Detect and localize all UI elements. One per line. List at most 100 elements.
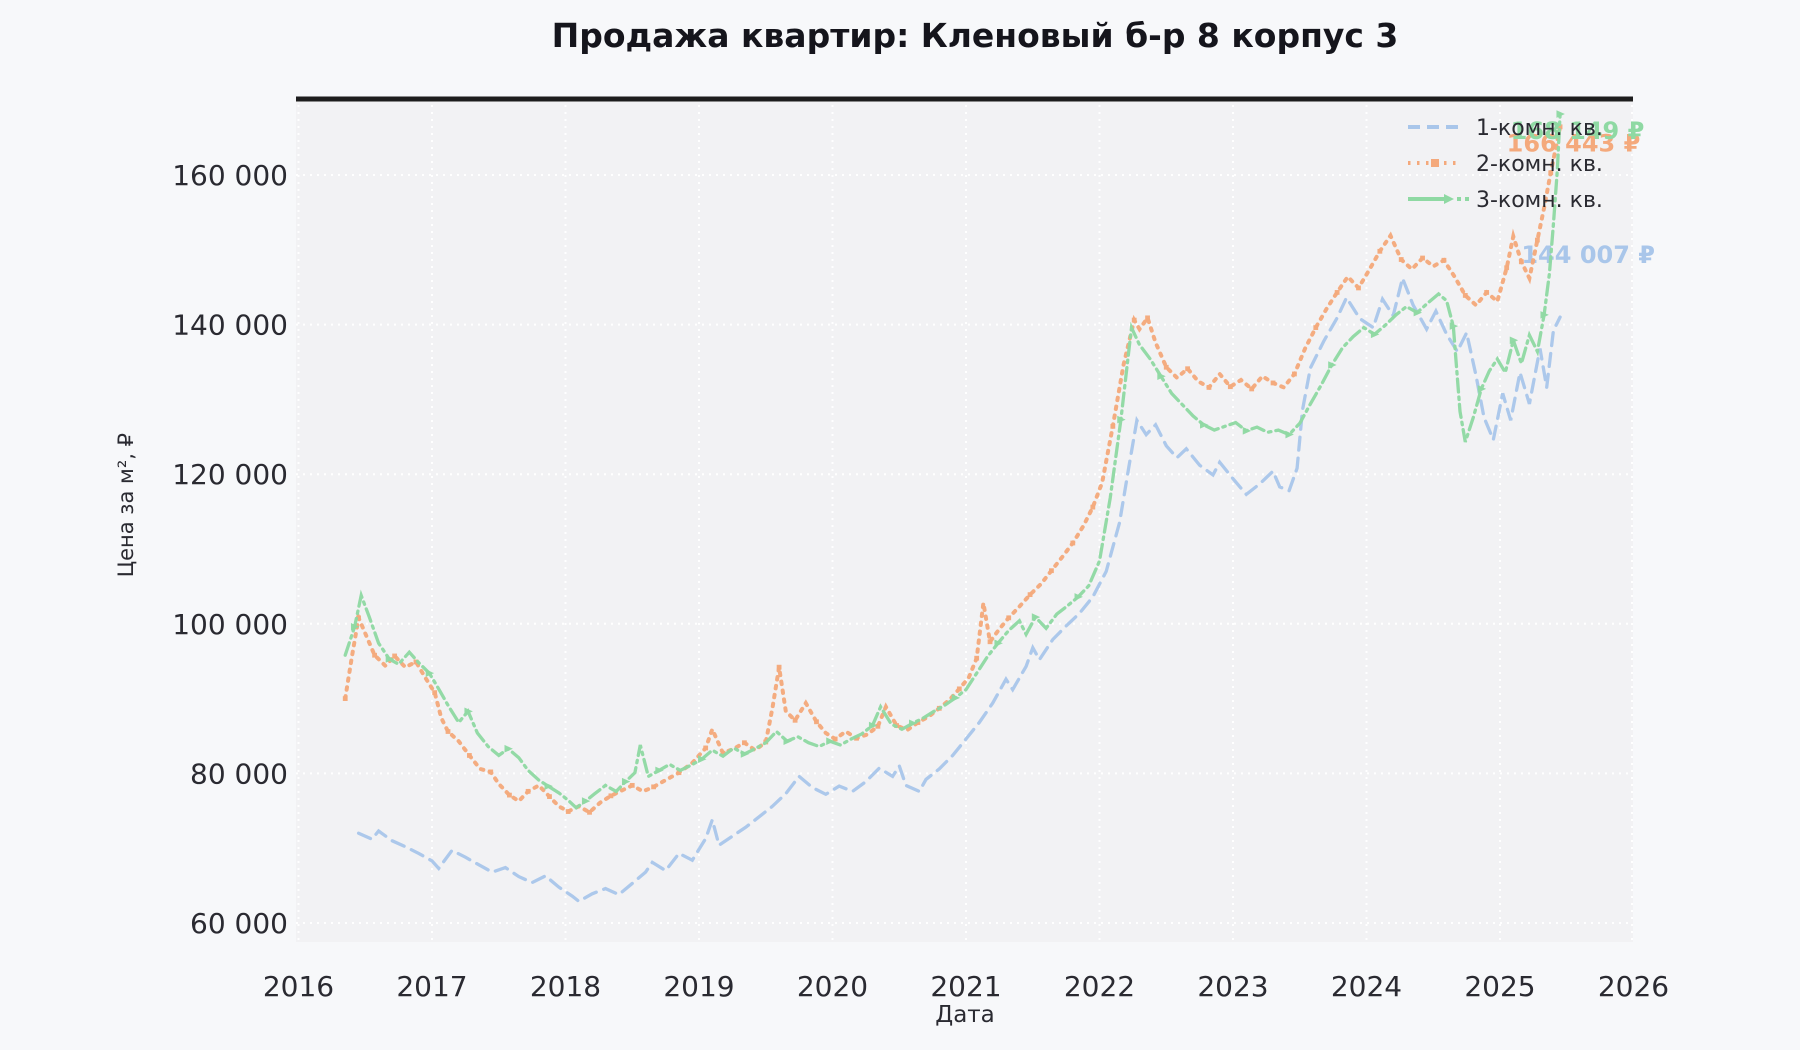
square-marker xyxy=(488,769,494,775)
square-marker xyxy=(372,652,377,658)
arrow-marker xyxy=(425,669,435,677)
square-marker xyxy=(1534,237,1540,243)
y-axis-label: Цена за м², ₽ xyxy=(114,432,138,578)
x-tick-label: 2019 xyxy=(663,970,734,1003)
legend-label: 2-комн. кв. xyxy=(1476,152,1603,177)
arrow-marker xyxy=(1477,385,1487,393)
arrow-marker xyxy=(504,744,513,753)
square-marker xyxy=(974,655,980,661)
legend-marker-dot xyxy=(1465,197,1469,201)
final-price-annotation: 166 443 ₽ xyxy=(1507,130,1641,158)
square-marker xyxy=(1334,290,1340,295)
plot-area xyxy=(296,98,1633,942)
square-marker xyxy=(651,784,657,790)
square-marker xyxy=(1090,504,1096,510)
square-marker xyxy=(1292,371,1297,377)
arrow-marker xyxy=(1031,613,1041,621)
square-marker xyxy=(1027,592,1033,598)
legend-marker-arrow xyxy=(1444,194,1454,204)
arrow-marker xyxy=(1285,430,1294,439)
square-marker xyxy=(342,696,348,701)
x-tick-label: 2018 xyxy=(530,970,601,1003)
arrow-marker xyxy=(1540,311,1549,319)
arrow-marker xyxy=(621,777,631,786)
square-marker xyxy=(1548,170,1554,176)
arrow-marker xyxy=(581,797,591,805)
series-line-1комнкв xyxy=(356,272,1562,904)
arrow-marker xyxy=(544,782,553,790)
arrow-marker xyxy=(783,737,792,746)
square-marker xyxy=(629,782,635,788)
legend-label: 1-комн. кв. xyxy=(1476,116,1603,141)
arrow-marker xyxy=(740,750,750,758)
x-tick-label: 2016 xyxy=(263,970,334,1003)
series-line-3комнкв xyxy=(343,112,1562,810)
square-marker xyxy=(1163,364,1169,370)
square-marker xyxy=(1518,259,1524,265)
arrow-marker xyxy=(655,766,664,775)
arrow-marker xyxy=(1370,330,1380,339)
y-tick-label: 160 000 xyxy=(172,159,288,192)
y-tick-label: 100 000 xyxy=(172,608,288,641)
arrow-marker xyxy=(1242,427,1252,435)
square-marker xyxy=(1206,385,1212,390)
arrow-marker xyxy=(909,719,918,728)
x-tick-label: 2026 xyxy=(1598,970,1669,1003)
square-marker xyxy=(1484,290,1490,295)
y-axis-label-wrap: Цена за м², ₽ xyxy=(114,0,138,1010)
square-marker xyxy=(776,664,782,670)
chart-title: Продажа квартир: Кленовый б-р 8 корпус 3 xyxy=(551,16,1399,55)
x-tick-label: 2020 xyxy=(797,970,868,1003)
arrow-marker xyxy=(1200,421,1209,429)
arrow-marker xyxy=(1556,110,1565,118)
arrow-marker xyxy=(698,755,707,763)
square-marker xyxy=(1270,380,1276,386)
y-tick-label: 140 000 xyxy=(172,309,288,342)
legend-marker-square xyxy=(1431,159,1439,167)
square-marker xyxy=(1185,366,1191,372)
square-marker xyxy=(703,745,709,751)
arrow-marker xyxy=(994,639,1003,648)
final-price-annotation: 144 007 ₽ xyxy=(1521,241,1655,269)
square-marker xyxy=(432,690,438,696)
square-marker xyxy=(1049,568,1054,574)
square-marker xyxy=(392,653,398,659)
y-tick-label: 80 000 xyxy=(190,757,288,790)
square-marker xyxy=(741,740,747,746)
square-marker xyxy=(1070,540,1076,546)
square-marker xyxy=(507,792,512,798)
square-marker xyxy=(676,770,682,776)
square-marker xyxy=(1557,124,1563,130)
square-marker xyxy=(1131,317,1137,323)
square-marker xyxy=(1249,386,1255,392)
square-marker xyxy=(1420,255,1425,261)
square-marker xyxy=(356,615,361,621)
square-marker xyxy=(1145,315,1150,321)
x-axis-label: Дата xyxy=(935,1002,995,1028)
arrow-marker xyxy=(1117,415,1126,424)
final-price-annotation: 168 149 ₽ xyxy=(1511,117,1645,145)
arrow-marker xyxy=(350,622,360,631)
arrow-marker xyxy=(1449,322,1459,330)
square-marker xyxy=(1398,257,1404,262)
arrow-marker xyxy=(385,655,395,663)
square-marker xyxy=(720,750,726,756)
y-tick-label: 120 000 xyxy=(172,458,288,491)
square-marker xyxy=(1313,325,1319,330)
x-tick-label: 2025 xyxy=(1464,970,1535,1003)
square-marker xyxy=(1504,265,1510,271)
x-tick-label: 2024 xyxy=(1331,970,1402,1003)
square-marker xyxy=(1377,248,1383,254)
arrow-marker xyxy=(1328,361,1337,369)
x-tick-label: 2021 xyxy=(930,970,1001,1003)
square-marker xyxy=(832,736,838,742)
arrow-marker xyxy=(1413,308,1423,317)
arrow-marker xyxy=(826,737,835,746)
legend-label: 3-комн. кв. xyxy=(1476,188,1603,213)
legend-marker-dot xyxy=(1457,197,1461,201)
square-marker xyxy=(814,719,819,725)
square-marker xyxy=(1441,257,1447,263)
arrow-marker xyxy=(951,694,961,702)
